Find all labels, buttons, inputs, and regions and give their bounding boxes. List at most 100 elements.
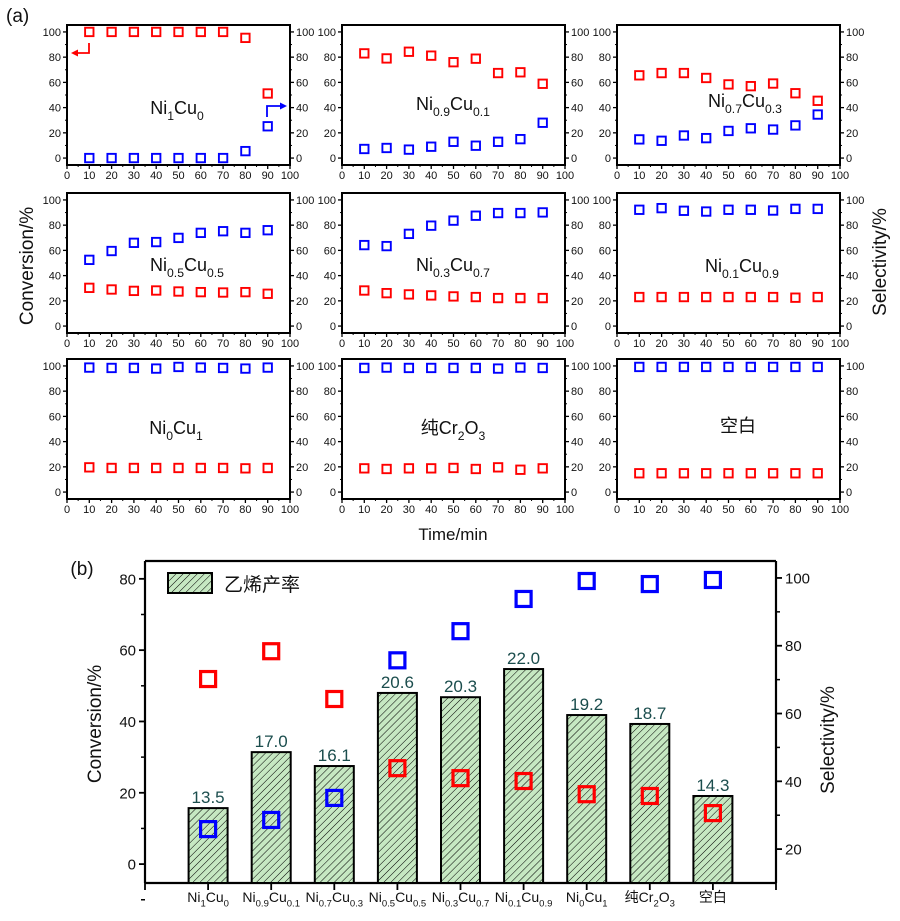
selectivity-point [359, 362, 370, 374]
panel-title: Ni0.7Cu0.3 [708, 91, 782, 116]
bar-value-label: 18.7 [633, 704, 666, 723]
selectivity-point [217, 226, 229, 237]
bar-value-label: 22.0 [507, 649, 540, 668]
selectivity-point [515, 362, 526, 373]
x-tick-label: 60 [195, 170, 207, 182]
y-tick-label: 100 [43, 27, 61, 39]
conversion-point [84, 282, 95, 293]
y-tick-label: 100 [318, 27, 336, 39]
panel-title: Ni1Cu0 [150, 98, 204, 123]
conversion-point [240, 286, 251, 298]
conversion-point [217, 462, 229, 474]
plot-frame [66, 24, 291, 166]
y-tick-label: 100 [43, 195, 61, 207]
conversion-point [514, 771, 533, 791]
conversion-point [426, 290, 437, 301]
x-tick-label: 80 [514, 504, 526, 516]
y-tick-label: 80 [324, 386, 336, 398]
conversion-point [812, 291, 823, 303]
y2-tick-label: 0 [296, 153, 302, 165]
x-tick-label: 0 [64, 338, 70, 350]
selectivity-point [515, 207, 526, 219]
selectivity-point [84, 254, 95, 265]
y2-tick-label: 20 [296, 462, 308, 474]
label-segment: Ni [416, 255, 433, 275]
x-tick-label: 60 [195, 504, 207, 516]
y2-tick-label: 40 [846, 271, 858, 283]
selectivity-point [634, 134, 645, 145]
y2-tick-label: 60 [846, 245, 858, 257]
subscript: 1 [200, 899, 205, 910]
x-tick-label: 80 [239, 338, 251, 350]
y-tick-label: 0 [55, 487, 61, 499]
y-tick-label: 100 [318, 195, 336, 207]
selectivity-point [723, 361, 734, 373]
selectivity-point [403, 362, 415, 374]
y-tick-label: 20 [599, 296, 611, 308]
x-tick-label: 40 [425, 504, 437, 516]
panel-title: Ni0.1Cu0.9 [705, 256, 779, 281]
x-tick-label: 90 [262, 170, 274, 182]
selectivity-point [173, 361, 184, 373]
subscript: 2 [653, 899, 658, 910]
y-tick-label: 60 [324, 77, 336, 89]
x-tick-label: 50 [447, 338, 459, 350]
y-tick-label: 80 [49, 52, 61, 64]
conversion-point [537, 292, 548, 304]
conversion-point [106, 26, 117, 38]
conversion-point [195, 26, 206, 38]
y-tick-label: 40 [119, 714, 136, 731]
x-tick-label: 30 [678, 170, 690, 182]
y2-tick-label: 60 [785, 706, 802, 723]
conversion-point [240, 463, 251, 474]
y2-tick-label: 40 [785, 774, 802, 791]
x-tick-label: 100 [281, 170, 299, 182]
x-tick-label: 50 [722, 504, 734, 516]
label-segment: Cu [395, 889, 413, 905]
selectivity-point [240, 145, 251, 157]
selectivity-point [634, 204, 645, 215]
selectivity-point [790, 203, 801, 215]
selectivity-point [359, 143, 370, 155]
conversion-point [812, 95, 823, 106]
conversion-point [703, 804, 723, 823]
x-tick-label: 10 [83, 170, 95, 182]
y-tick-label: 60 [324, 245, 336, 257]
conversion-point [790, 292, 801, 303]
selectivity-point [678, 205, 690, 216]
label-segment: Cu [173, 418, 196, 438]
conversion-point [151, 285, 162, 296]
conversion-point [470, 463, 481, 475]
y-tick-label: 100 [593, 27, 611, 39]
yield-bar [187, 807, 229, 884]
y2-tick-label: 80 [571, 220, 583, 232]
label-segment: Ni [187, 889, 200, 905]
label-segment: Ni [149, 418, 166, 438]
y-tick-label: 40 [599, 103, 611, 115]
x-tick-label: 90 [812, 170, 824, 182]
x-tick-label: 50 [172, 338, 184, 350]
subscript: 3 [479, 429, 486, 443]
x-tick-label: 20 [105, 170, 117, 182]
selectivity-point [448, 215, 459, 226]
x-tick-label: 20 [105, 504, 117, 516]
conversion-point [173, 462, 184, 474]
y-tick-label: 0 [605, 487, 611, 499]
x-tick-label: 20 [655, 504, 667, 516]
selectivity-point [537, 207, 548, 218]
selectivity-point [151, 363, 162, 374]
y-tick-label: 60 [599, 411, 611, 423]
x-tick-label: 20 [655, 170, 667, 182]
y2-tick-label: 20 [571, 462, 583, 474]
y-tick-label: 60 [49, 411, 61, 423]
x-tick-label: 80 [514, 338, 526, 350]
subscript: 0.7 [473, 266, 490, 280]
y2-tick-label: 100 [846, 361, 864, 373]
selectivity-point [106, 152, 117, 164]
panel-title: 空白 [720, 416, 756, 436]
x-tick-label: 20 [655, 338, 667, 350]
x-tick-label: 40 [700, 170, 712, 182]
x-tick-label: 70 [217, 170, 229, 182]
x-tick-label: 90 [812, 338, 824, 350]
